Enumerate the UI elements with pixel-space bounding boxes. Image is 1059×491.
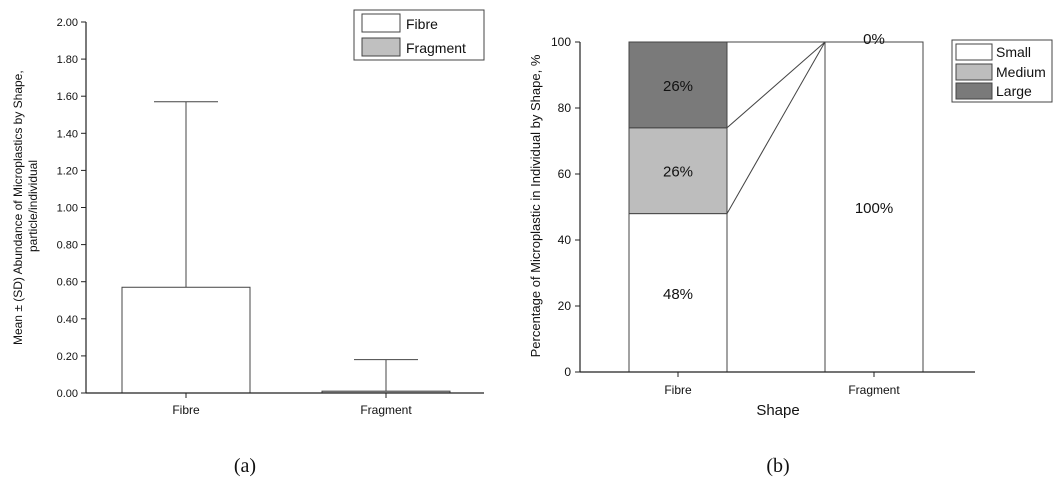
panel-b-segment-labels: 48% 26% 26% 100% 0% xyxy=(663,31,893,303)
panel-b-connector-line xyxy=(726,41,826,129)
panel-a-legend-swatch-fibre xyxy=(361,13,401,33)
panel-b-legend-swatch-small xyxy=(955,43,993,61)
panel-b-bar-fragment-small xyxy=(824,41,924,373)
panel-a-y-tick-label: 1.60 xyxy=(57,91,78,103)
panel-a-y-axis-title-line1: Mean ± (SD) Abundance of Microplastics b… xyxy=(11,70,25,345)
panel-a-chart: 0.00 0.20 0.40 0.60 0.80 1.00 1.20 1.40 1.60 1.80… xyxy=(11,9,485,477)
panel-b-segment-label: 48% xyxy=(663,286,693,303)
panel-b-segment-label: 26% xyxy=(663,164,693,181)
panel-b-y-tick-label: 80 xyxy=(558,101,572,115)
panel-a-y-tick-label: 1.00 xyxy=(57,203,78,215)
panel-a-y-tick-label: 0.60 xyxy=(57,277,78,289)
panel-b-y-tick-label: 20 xyxy=(558,299,572,313)
panel-a-y-ticks: 0.00 0.20 0.40 0.60 0.80 1.00 1.20 1.40 1.60 1.80… xyxy=(57,17,86,400)
panel-a-legend-label-fragment: Fragment xyxy=(406,40,466,56)
panel-b-x-tick-label: Fibre xyxy=(664,383,692,397)
panel-a-legend-label-fibre: Fibre xyxy=(406,16,438,32)
panel-b-legend-label-large: Large xyxy=(996,83,1032,99)
panel-b-legend-label-small: Small xyxy=(996,44,1031,60)
panel-a-x-tick-label: Fibre xyxy=(172,403,200,417)
panel-b-connector-lines xyxy=(726,41,826,214)
panel-b-y-axis-title: Percentage of Microplastic in Individual… xyxy=(528,54,543,357)
panel-a-legend: Fibre Fragment xyxy=(353,9,485,61)
panel-a-y-axis-title: Mean ± (SD) Abundance of Microplastics b… xyxy=(11,67,40,345)
panel-b-y-tick-label: 60 xyxy=(558,167,572,181)
panel-b-legend-label-medium: Medium xyxy=(996,64,1046,80)
panel-a-y-tick-label: 2.00 xyxy=(57,17,78,29)
panel-a-y-axis-title-line2: particle/individual xyxy=(26,160,40,252)
panel-b-x-tick-label: Fragment xyxy=(848,383,900,397)
panel-b-segment-label: 0% xyxy=(863,31,885,48)
panel-a-bars xyxy=(121,286,451,394)
panel-a-y-tick-label: 1.40 xyxy=(57,128,78,140)
panel-a-legend-swatch-fragment xyxy=(361,37,401,57)
panel-b-bar-fibre-medium xyxy=(628,127,728,215)
panel-a-x-ticks: Fibre Fragment xyxy=(172,393,412,417)
panel-b-y-tick-label: 0 xyxy=(564,365,571,379)
panel-b-legend-swatch-large xyxy=(955,82,993,100)
panel-a-bar-fibre xyxy=(121,286,251,394)
panel-b-label: (b) xyxy=(766,455,789,477)
panel-a-x-tick-label: Fragment xyxy=(360,403,412,417)
panel-b-chart: 48% 26% 26% 100% 0% 0 20 40 60 80 100 Fibre Fragme… xyxy=(528,31,1053,477)
panel-a-y-tick-label: 0.00 xyxy=(57,388,78,400)
panel-a-error-bars xyxy=(154,101,418,392)
panel-a-y-tick-label: 1.80 xyxy=(57,54,78,66)
panel-a-y-tick-label: 0.40 xyxy=(57,314,78,326)
panel-a-y-tick-label: 0.20 xyxy=(57,351,78,363)
panel-b-segment-label: 100% xyxy=(855,200,893,217)
panel-a-y-tick-label: 0.80 xyxy=(57,240,78,252)
panel-b-x-axis-title: Shape xyxy=(756,402,799,419)
panel-b-legend-swatch-medium xyxy=(955,63,993,81)
panel-b-y-ticks: 0 20 40 60 80 100 xyxy=(551,35,580,379)
panel-b-y-tick-label: 40 xyxy=(558,233,572,247)
panel-b-bar-fibre-large xyxy=(628,41,728,129)
panel-a-y-tick-label: 1.20 xyxy=(57,165,78,177)
panel-b-bars xyxy=(628,41,924,373)
panel-b-legend: Small Medium Large xyxy=(951,39,1053,103)
panel-a-label: (a) xyxy=(234,455,256,477)
panel-b-x-ticks: Fibre Fragment xyxy=(664,372,900,397)
panel-b-y-tick-label: 100 xyxy=(551,35,571,49)
panel-b-connector-line xyxy=(726,41,826,214)
panel-b-segment-label: 26% xyxy=(663,78,693,95)
